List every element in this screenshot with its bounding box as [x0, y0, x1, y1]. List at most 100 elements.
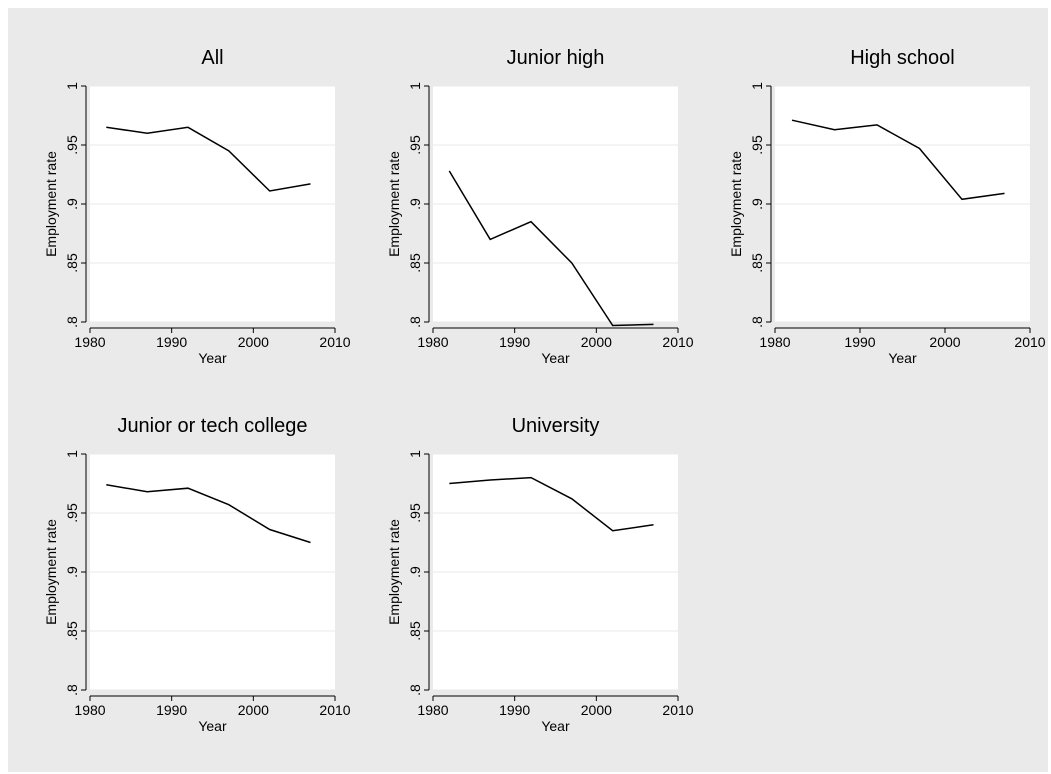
y-tick-label: .85 — [407, 253, 423, 273]
y-tick-label: .9 — [64, 198, 80, 210]
x-tick-label: 2000 — [929, 334, 960, 350]
x-tick-label: 2010 — [662, 702, 693, 718]
data-point — [876, 124, 878, 126]
y-tick-label: .8 — [64, 684, 80, 696]
data-point — [834, 129, 836, 131]
data-point — [791, 119, 793, 121]
y-tick-label: 1 — [749, 82, 765, 90]
series-line — [106, 483, 311, 544]
y-axis-title: Employment rate — [386, 151, 402, 257]
x-tick-label: 1980 — [417, 334, 448, 350]
y-tick-label: .8 — [749, 316, 765, 328]
x-tick-label: 1990 — [844, 334, 875, 350]
chart-panel: .8 .85 .9 .95 1 1980 1990 2000 2010 Year Employmen… — [43, 47, 351, 366]
x-tick-label: 2000 — [581, 334, 612, 350]
x-tick-label: 2010 — [1014, 334, 1045, 350]
data-point — [653, 524, 655, 526]
panel-title: Junior high — [507, 47, 605, 69]
y-tick-label: .9 — [749, 198, 765, 210]
data-point — [571, 498, 573, 500]
y-tick-label: .9 — [407, 566, 423, 578]
x-axis-title: Year — [888, 350, 917, 366]
x-tick-label: 2010 — [662, 334, 693, 350]
data-point — [146, 491, 148, 493]
chart-panel: .8 .85 .9 .95 1 1980 1990 2000 2010 Year Employmen… — [386, 47, 694, 366]
y-axis-title: Employment rate — [386, 519, 402, 625]
data-point — [571, 262, 573, 264]
x-axis-title: Year — [198, 718, 227, 734]
y-tick-label: .95 — [407, 503, 423, 523]
data-point — [653, 323, 655, 325]
y-axis-title: Employment rate — [728, 151, 744, 257]
series-line — [449, 476, 654, 532]
x-tick-label: 1980 — [759, 334, 790, 350]
data-point — [919, 148, 921, 150]
chart-panel: .8 .85 .9 .95 1 1980 1990 2000 2010 Year Employmen… — [386, 415, 694, 734]
x-axis-title: Year — [541, 350, 570, 366]
y-tick-label: .8 — [64, 316, 80, 328]
y-tick-label: 1 — [64, 450, 80, 458]
y-tick-label: .95 — [64, 503, 80, 523]
y-tick-label: .8 — [407, 316, 423, 328]
x-tick-label: 1990 — [156, 702, 187, 718]
y-tick-label: .95 — [64, 135, 80, 155]
data-point — [489, 479, 491, 481]
x-tick-label: 2000 — [238, 702, 269, 718]
series-line — [106, 126, 311, 192]
x-tick-label: 1990 — [156, 334, 187, 350]
panel-title: All — [201, 47, 223, 69]
data-point — [105, 484, 107, 486]
x-tick-label: 1990 — [499, 334, 530, 350]
data-point — [310, 542, 312, 544]
data-point — [612, 325, 614, 327]
data-point — [269, 529, 271, 531]
y-tick-label: .9 — [407, 198, 423, 210]
data-point — [105, 126, 107, 128]
y-tick-label: .85 — [64, 253, 80, 273]
y-tick-label: .9 — [64, 566, 80, 578]
data-point — [612, 530, 614, 532]
data-point — [146, 132, 148, 134]
chart-panel: .8 .85 .9 .95 1 1980 1990 2000 2010 Year Employmen… — [43, 415, 351, 734]
data-point — [448, 170, 450, 172]
data-point — [187, 487, 189, 489]
y-tick-label: .85 — [407, 621, 423, 641]
data-point — [228, 150, 230, 152]
panel-title: University — [512, 415, 600, 437]
y-axis-title: Employment rate — [43, 519, 59, 625]
y-tick-label: .95 — [407, 135, 423, 155]
x-tick-label: 1980 — [74, 334, 105, 350]
data-point — [530, 221, 532, 223]
panel-title: Junior or tech college — [117, 415, 307, 437]
x-axis-title: Year — [198, 350, 227, 366]
y-tick-label: 1 — [407, 450, 423, 458]
data-point — [489, 238, 491, 240]
data-point — [1004, 192, 1006, 194]
x-tick-label: 2000 — [581, 702, 612, 718]
data-point — [448, 483, 450, 485]
y-tick-label: .85 — [64, 621, 80, 641]
data-point — [187, 126, 189, 128]
y-tick-label: .85 — [749, 253, 765, 273]
chart-panel: .8 .85 .9 .95 1 1980 1990 2000 2010 Year Employmen… — [728, 47, 1046, 366]
data-point — [269, 190, 271, 192]
series-line — [448, 170, 654, 327]
y-axis-title: Employment rate — [43, 151, 59, 257]
x-tick-label: 1980 — [74, 702, 105, 718]
y-tick-label: 1 — [64, 82, 80, 90]
data-point — [530, 477, 532, 479]
data-point — [228, 504, 230, 506]
y-tick-label: 1 — [407, 82, 423, 90]
y-tick-label: .95 — [749, 135, 765, 155]
x-tick-label: 2000 — [238, 334, 269, 350]
x-axis-title: Year — [541, 718, 570, 734]
series-line — [791, 119, 1005, 201]
data-point — [961, 198, 963, 200]
x-tick-label: 2010 — [319, 702, 350, 718]
x-tick-label: 2010 — [319, 334, 350, 350]
x-tick-label: 1990 — [499, 702, 530, 718]
panel-title: High school — [850, 47, 955, 69]
data-point — [310, 183, 312, 185]
